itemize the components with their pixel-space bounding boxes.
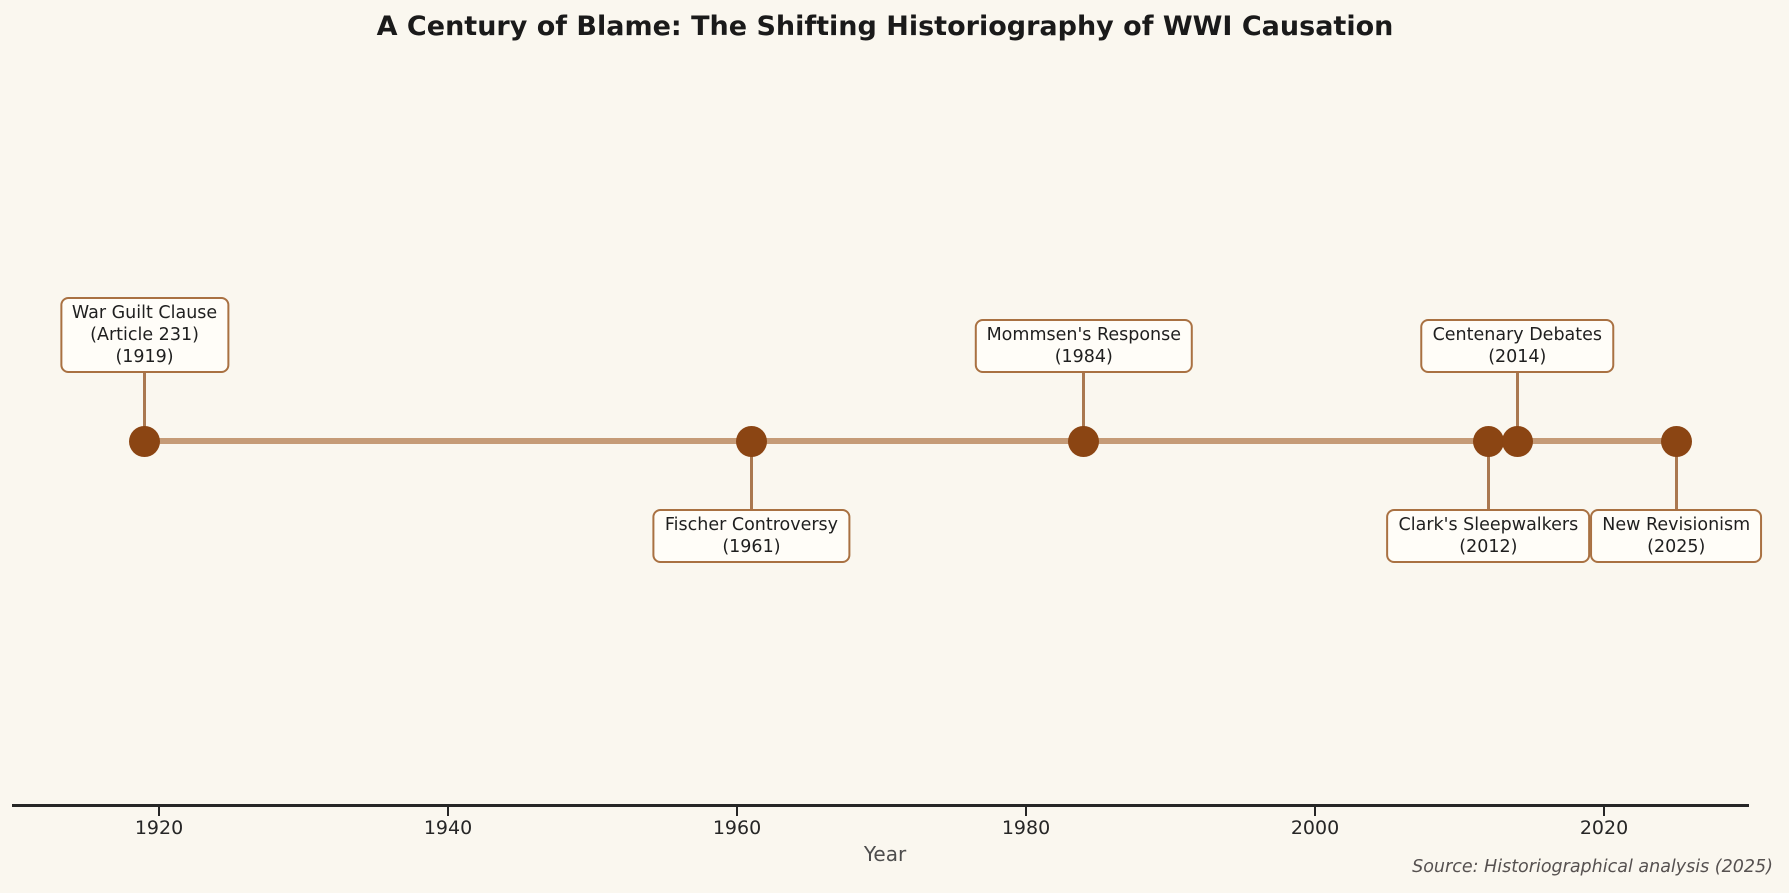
x-tick-label: 2020 — [1579, 817, 1629, 839]
event-connector — [143, 373, 147, 441]
event-label-box: Mommsen's Response (1984) — [974, 319, 1194, 373]
event-label-line: War Guilt Clause — [71, 303, 218, 323]
event-label-box: War Guilt Clause (Article 231) (1919) — [59, 297, 230, 373]
event-label-line: Centenary Debates — [1432, 325, 1603, 345]
event-label-line: (1961) — [722, 537, 781, 557]
event-connector — [1515, 373, 1519, 441]
x-tick-label: 2000 — [1290, 817, 1340, 839]
event-connector — [1082, 373, 1086, 441]
event-label-box: Clark's Sleepwalkers (2012) — [1386, 509, 1591, 563]
x-tick-label: 1920 — [134, 817, 184, 839]
event-label-box: Fischer Controversy (1961) — [652, 509, 851, 563]
event-dot — [1660, 425, 1692, 457]
event-label-line: (1984) — [1054, 347, 1113, 367]
event-label-line: (2012) — [1459, 537, 1518, 557]
event-label-line: New Revisionism — [1602, 515, 1751, 535]
source-note: Source: Historiographical analysis (2025… — [1412, 857, 1773, 877]
x-tick-label: 1960 — [712, 817, 762, 839]
event-label-line: Clark's Sleepwalkers — [1398, 515, 1579, 535]
chart-title: A Century of Blame: The Shifting Histori… — [376, 11, 1394, 42]
event-connector — [749, 441, 753, 509]
x-tick-label: 1980 — [1001, 817, 1051, 839]
event-label-line: Mommsen's Response — [986, 325, 1182, 345]
timeline-line — [144, 438, 1677, 444]
x-axis-tick — [1603, 807, 1605, 816]
x-tick-label: 1940 — [423, 817, 473, 839]
event-connector — [1486, 441, 1490, 509]
x-axis-tick — [1025, 807, 1027, 816]
x-axis-line — [12, 804, 1749, 807]
event-dot — [735, 425, 767, 457]
event-label-line: (1919) — [115, 347, 174, 367]
event-dot — [129, 425, 161, 457]
event-label-box: New Revisionism (2025) — [1590, 509, 1763, 563]
event-dot — [1472, 425, 1504, 457]
event-dot — [1068, 425, 1100, 457]
event-connector — [1674, 441, 1678, 509]
x-axis-tick — [736, 807, 738, 816]
x-axis-tick — [158, 807, 160, 816]
event-label-line: (2025) — [1647, 537, 1706, 557]
event-label-line: (Article 231) — [90, 325, 199, 345]
event-label-line: Fischer Controversy — [664, 515, 839, 535]
event-label-box: Centenary Debates (2014) — [1420, 319, 1615, 373]
event-label-line: (2014) — [1488, 347, 1547, 367]
event-dot — [1501, 425, 1533, 457]
x-axis-tick — [447, 807, 449, 816]
x-axis-label: Year — [863, 842, 907, 866]
x-axis-tick — [1314, 807, 1316, 816]
